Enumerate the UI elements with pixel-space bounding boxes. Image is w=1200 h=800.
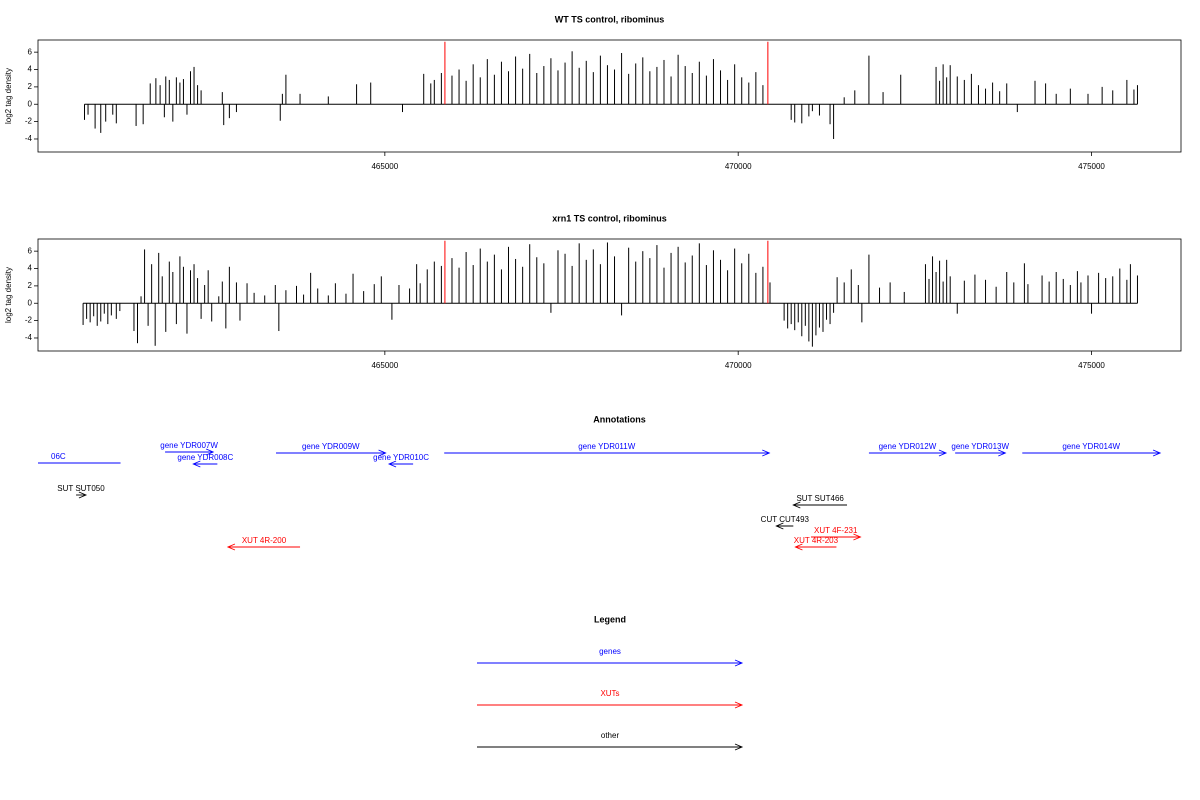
x-tick-label: 475000 <box>1078 162 1105 171</box>
feature-label: 06C <box>51 452 66 461</box>
feature-label: CUT CUT493 <box>761 515 810 524</box>
arrow-head <box>938 449 948 457</box>
arrow-head <box>0 460 3 466</box>
x-tick-label: 470000 <box>725 162 752 171</box>
arrow-head <box>762 449 771 457</box>
arrow-head <box>794 543 803 551</box>
y-axis-label: log2 tag density <box>4 267 13 323</box>
legend-title: Legend <box>594 614 626 624</box>
x-tick-label: 465000 <box>371 361 398 370</box>
legend-arrow-head <box>734 701 744 709</box>
plot-frame <box>37 238 1182 352</box>
chart-title: WT TS control, ribominus <box>555 14 665 24</box>
feature-label: gene YDR008C <box>177 453 233 462</box>
y-axis-label: log2 tag density <box>4 68 13 124</box>
legend-label: other <box>601 731 620 740</box>
y-tick-label: -4 <box>25 333 33 342</box>
x-tick-label: 470000 <box>725 361 752 370</box>
x-tick-label: 465000 <box>371 162 398 171</box>
arrow-head <box>378 449 387 457</box>
arrow-head <box>78 491 88 499</box>
y-tick-label: 0 <box>28 298 33 307</box>
feature-label: XUT 4R-203 <box>794 536 839 545</box>
arrow-head <box>387 460 397 468</box>
feature-label: gene YDR013W <box>951 442 1009 451</box>
feature-label: SUT SUT466 <box>796 494 844 503</box>
annotations-title: Annotations <box>593 414 646 424</box>
y-tick-label: 0 <box>28 99 33 108</box>
y-tick-label: 4 <box>28 264 33 273</box>
y-tick-label: 4 <box>28 65 33 74</box>
arrow-head <box>998 449 1007 457</box>
y-tick-label: 6 <box>28 246 33 255</box>
legend-arrow-head <box>734 659 744 667</box>
annotation-track: 06C gene YDR007W gene YDR008C gene YDR009W g… <box>0 441 1162 551</box>
arrow-head <box>853 533 862 541</box>
y-tick-label: -2 <box>25 117 33 126</box>
legend-label: genes <box>599 647 621 656</box>
feature-label: gene YDR014W <box>1062 442 1120 451</box>
legend-arrow-head <box>734 743 744 751</box>
y-tick-label: -4 <box>25 134 33 143</box>
feature-label: XUT 4R-200 <box>242 536 287 545</box>
chart-title: xrn1 TS control, ribominus <box>552 213 667 223</box>
feature-label: gene YDR011W <box>578 442 636 451</box>
feature-label: gene YDR010C <box>373 453 429 462</box>
feature-label: XUT 4F-231 <box>814 526 858 535</box>
y-tick-label: 2 <box>28 281 33 290</box>
feature-label: gene YDR009W <box>302 442 360 451</box>
arrow-head <box>205 448 215 456</box>
arrow-head <box>1152 449 1162 457</box>
plot-frame <box>37 39 1182 153</box>
arrow-head <box>192 460 201 468</box>
feature-label: gene YDR012W <box>879 442 937 451</box>
y-tick-label: 2 <box>28 82 33 91</box>
feature-label: SUT SUT050 <box>57 484 105 493</box>
y-tick-label: -2 <box>25 316 33 325</box>
y-tick-label: 6 <box>28 47 33 56</box>
arrow-head <box>775 522 784 530</box>
feature-label: gene YDR007W <box>160 441 218 450</box>
arrow-head <box>226 543 236 551</box>
legend-label: XUTs <box>600 689 619 698</box>
x-tick-label: 475000 <box>1078 361 1105 370</box>
arrow-head <box>792 501 801 509</box>
